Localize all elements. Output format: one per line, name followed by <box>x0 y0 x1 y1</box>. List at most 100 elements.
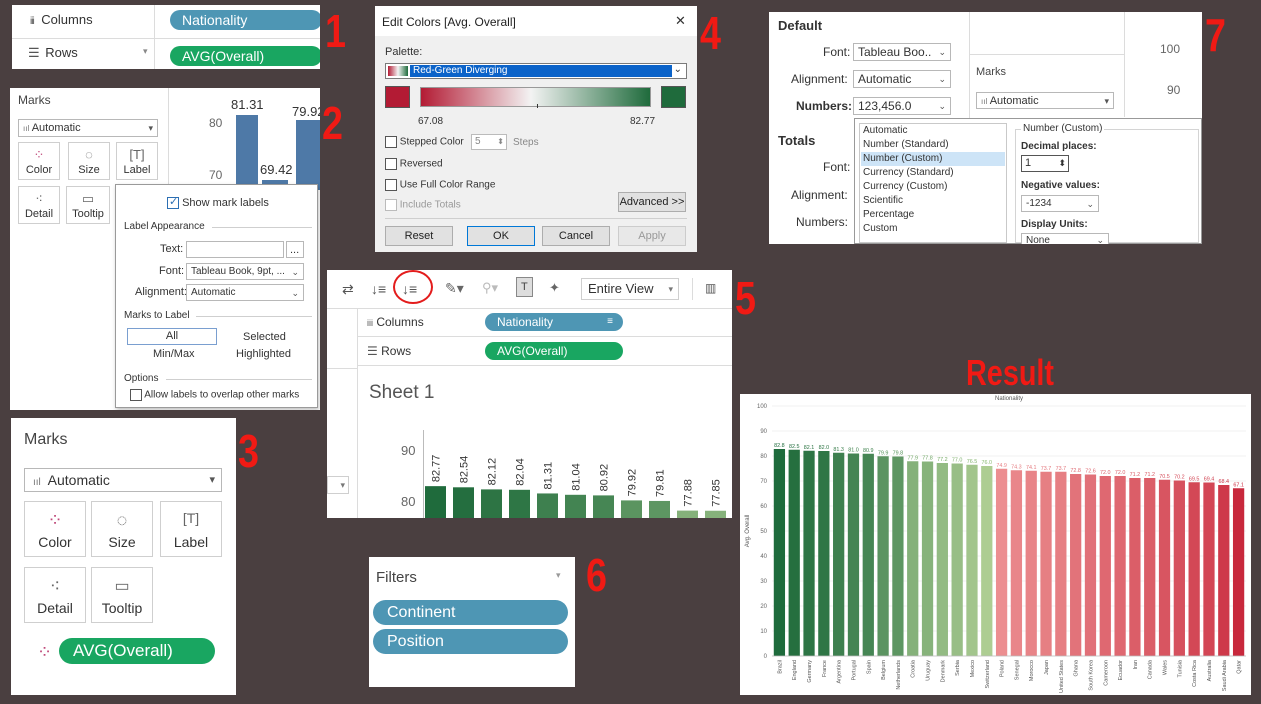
label-option-all[interactable]: All <box>127 328 217 345</box>
marks-title: Marks <box>24 431 68 448</box>
checkbox-unchecked[interactable] <box>385 158 397 170</box>
checkbox-checked[interactable] <box>167 195 179 210</box>
display-units-dropdown[interactable]: None ⌄ <box>1021 233 1109 244</box>
bar-data-label: 77.2 <box>937 457 948 463</box>
full-range-checkbox[interactable]: Use Full Color Range <box>385 179 495 191</box>
numbers-dropdown[interactable]: 123,456.0 ⌄ <box>853 97 951 115</box>
stepper-arrows-icon: ⬍ <box>1058 158 1066 168</box>
palette-dropdown[interactable]: Red-Green Diverging ⌄ <box>385 63 687 79</box>
advanced-button[interactable]: Advanced >> <box>618 192 686 212</box>
mark-type-dropdown[interactable]: ııl Automatic ▾ <box>976 92 1114 109</box>
swap-icon[interactable]: ⇄ <box>342 281 354 297</box>
x-tick-label: Senegal <box>1014 660 1020 680</box>
rows-dropdown-caret[interactable]: ▾ <box>143 46 148 56</box>
tooltip-button[interactable]: ▭ Tooltip <box>91 567 153 623</box>
format-list-item[interactable]: Currency (Custom) <box>863 181 948 192</box>
text-edit-button[interactable]: ... <box>286 241 304 258</box>
alignment-dropdown[interactable]: Automatic ⌄ <box>186 284 304 301</box>
reset-button[interactable]: Reset <box>385 226 453 246</box>
detail-button[interactable]: ⁖ Detail <box>18 186 60 224</box>
x-tick-label: Iran <box>1133 660 1139 669</box>
bar-data-label: 68.4 <box>1219 479 1230 485</box>
bar-data-label: 72.8 <box>1070 468 1081 474</box>
stepper-arrows-icon: ⬍ <box>497 137 504 146</box>
size-button[interactable]: ◌ Size <box>91 501 153 557</box>
divider <box>1124 12 1125 117</box>
font-dropdown[interactable]: Tableau Boo.. ⌄ <box>853 43 951 61</box>
color-button[interactable]: ⁘ Color <box>24 501 86 557</box>
filter-pill-position[interactable]: Position <box>373 629 568 654</box>
font-dropdown[interactable]: Tableau Book, 9pt, ... ⌄ <box>186 263 304 280</box>
apply-button[interactable]: Apply <box>618 226 686 246</box>
min-color-swatch[interactable] <box>385 86 410 108</box>
format-list-item[interactable]: Number (Standard) <box>863 139 949 150</box>
mark-type-dropdown[interactable]: ııl Automatic ▾ <box>18 119 158 137</box>
filters-menu-caret[interactable]: ▾ <box>556 570 561 580</box>
chevron-down-icon: ⌄ <box>938 47 946 57</box>
label-button[interactable]: [T] Label <box>116 142 158 180</box>
checkbox-unchecked[interactable] <box>130 389 142 401</box>
columns-pill-nationality[interactable]: Nationality <box>170 10 320 30</box>
mini-bar <box>236 115 258 195</box>
bar-value-label: 81.04 <box>571 463 583 491</box>
rows-icon: ☰ <box>367 344 378 358</box>
rows-pill-avg-overall[interactable]: AVG(Overall) <box>485 342 623 360</box>
include-totals-checkbox: Include Totals <box>385 199 461 211</box>
format-list-item[interactable]: Currency (Standard) <box>863 167 954 178</box>
detail-button[interactable]: ⁖ Detail <box>24 567 86 623</box>
label-option-min-max[interactable]: Min/Max <box>153 348 195 360</box>
stepped-color-checkbox[interactable]: Stepped Color <box>385 136 464 148</box>
checkbox-unchecked[interactable] <box>385 179 397 191</box>
bar-value-label: 80.92 <box>599 464 611 492</box>
y-tick-label: 70 <box>760 479 767 485</box>
max-color-swatch[interactable] <box>661 86 686 108</box>
size-button[interactable]: ◌ Size <box>68 142 110 180</box>
show-me-icon[interactable]: ▥ <box>705 281 717 295</box>
ok-button[interactable]: OK <box>467 226 535 246</box>
sort-ascending-icon[interactable]: ↓≡ <box>371 281 387 297</box>
tooltip-button[interactable]: ▭ Tooltip <box>66 186 110 224</box>
chevron-down-icon: ⌄ <box>1096 235 1104 244</box>
close-icon[interactable]: ✕ <box>675 13 686 28</box>
divider <box>327 308 732 309</box>
x-tick-label: Poland <box>1000 660 1006 677</box>
reversed-checkbox[interactable]: Reversed <box>385 158 443 170</box>
text-field[interactable] <box>186 241 284 258</box>
label-option-selected[interactable]: Selected <box>243 331 286 343</box>
format-list-item[interactable]: Number (Custom) <box>861 152 1005 166</box>
negative-values-label: Negative values: <box>1021 180 1100 191</box>
columns-pill-nationality[interactable]: Nationality ≡ <box>485 313 623 331</box>
steps-stepper[interactable]: 5 ⬍ <box>471 134 507 150</box>
negative-values-dropdown[interactable]: -1234 ⌄ <box>1021 195 1099 212</box>
mark-type-dropdown[interactable]: ııl Automatic ▾ <box>24 468 222 492</box>
color-button[interactable]: ⁘ Color <box>18 142 60 180</box>
allow-overlap-checkbox[interactable]: Allow labels to overlap other marks <box>130 389 299 401</box>
rows-pill-avg-overall[interactable]: AVG(Overall) <box>170 46 320 66</box>
y-tick-label: 80 <box>760 454 767 460</box>
label-button[interactable]: [T] Label <box>160 501 222 557</box>
format-list-item[interactable]: Scientific <box>863 195 904 206</box>
result-bar <box>1158 479 1171 656</box>
alignment-dropdown[interactable]: Automatic ⌄ <box>853 70 951 88</box>
format-list-item[interactable]: Percentage <box>863 209 915 220</box>
cancel-button[interactable]: Cancel <box>542 226 610 246</box>
divider <box>692 278 693 300</box>
filter-pill-continent[interactable]: Continent <box>373 600 568 625</box>
checkbox-unchecked[interactable] <box>385 136 397 148</box>
fit-dropdown[interactable]: Entire View ▾ <box>581 278 679 300</box>
bar-data-label: 77.8 <box>922 456 933 462</box>
label-option-highlighted[interactable]: Highlighted <box>236 348 292 360</box>
decimal-places-stepper[interactable]: 1 ⬍ <box>1021 155 1069 172</box>
panel-6-filters: Filters ▾ Continent Position <box>369 557 575 687</box>
clip-icon[interactable]: ⚲▾ <box>482 280 499 295</box>
result-bar <box>1188 482 1200 656</box>
format-list-item[interactable]: Custom <box>863 223 898 234</box>
pen-icon[interactable]: ✎▾ <box>445 280 464 296</box>
color-pill-avg-overall[interactable]: AVG(Overall) <box>59 638 215 664</box>
format-list-item[interactable]: Automatic <box>863 125 908 136</box>
pin-icon[interactable]: ✦ <box>549 280 560 295</box>
show-mark-labels-checkbox[interactable]: Show mark labels <box>167 195 269 210</box>
left-card-dropdown[interactable]: ▾ <box>327 476 349 494</box>
show-labels-icon[interactable]: T <box>516 277 533 297</box>
checkbox-disabled <box>385 199 397 211</box>
